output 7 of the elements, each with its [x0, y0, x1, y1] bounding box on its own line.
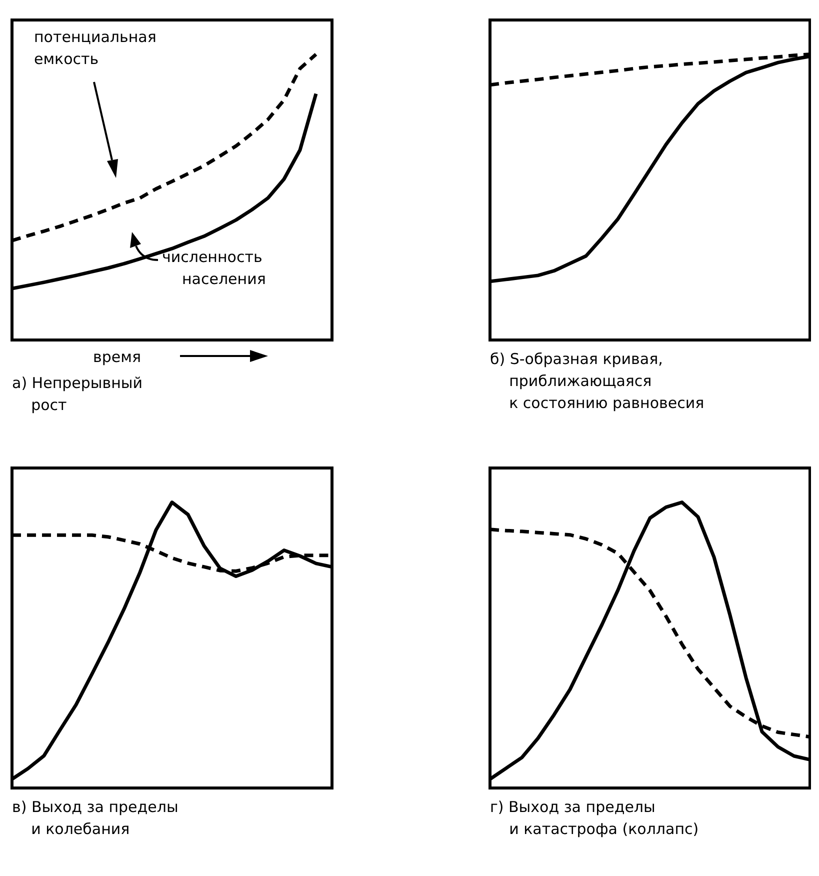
text: а) Непрерывный рост — [12, 374, 142, 414]
text: в) Выход за пределы и колебания — [12, 798, 178, 838]
annotation: потенциальная емкость — [34, 28, 156, 68]
annotation: численность населения — [162, 248, 266, 288]
text: г) Выход за пределы и катастрофа (коллапс) — [490, 798, 699, 838]
x-axis-title: время — [93, 348, 141, 366]
text: б) S-образная кривая, приближающаяся к состоянию равновесия — [490, 350, 704, 412]
